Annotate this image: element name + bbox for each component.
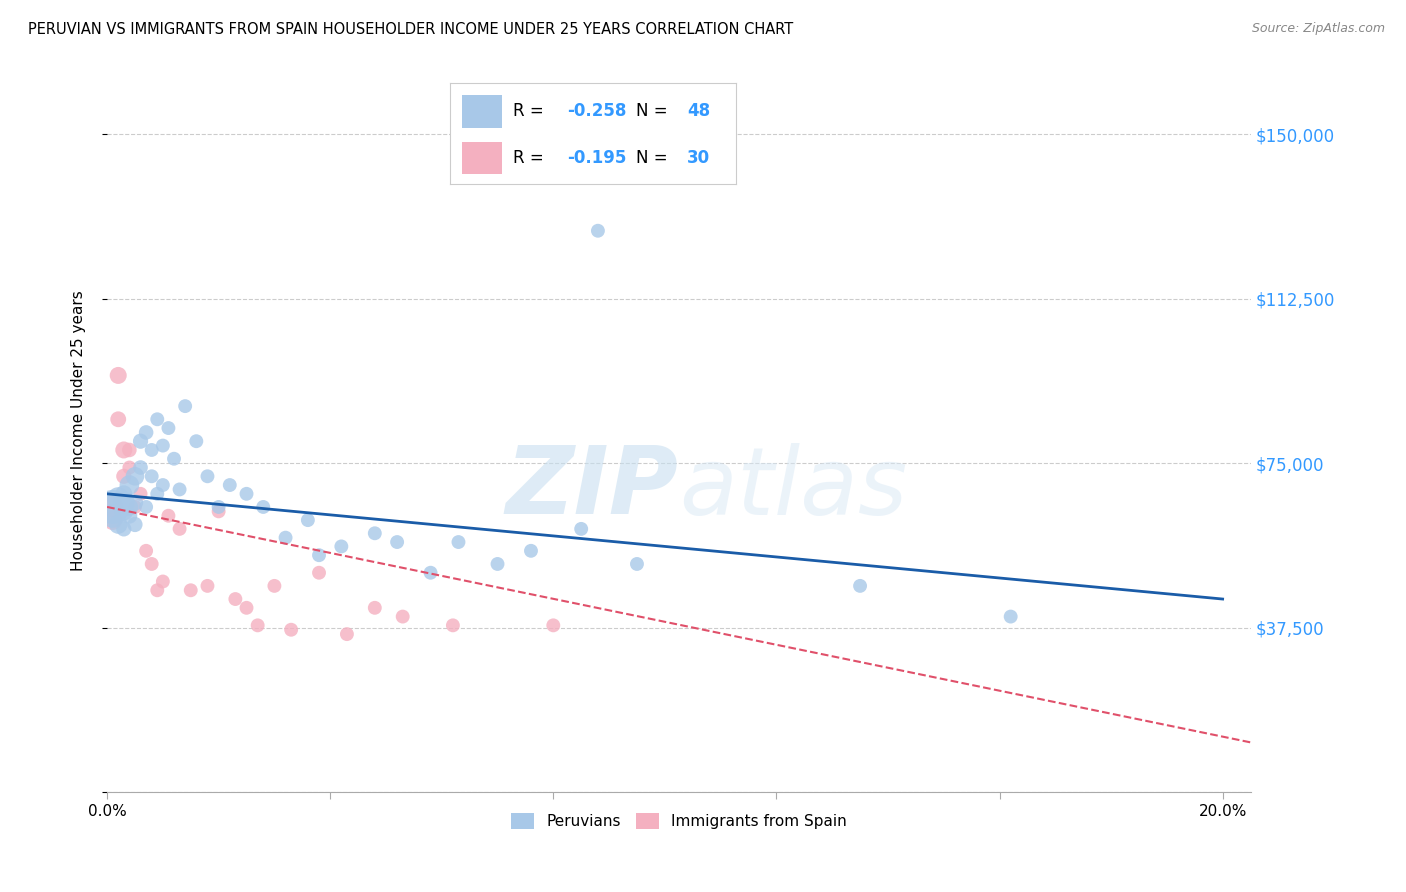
Point (157, 508, 180, 523)
Point (218, 478, 240, 492)
Point (441, 618, 464, 632)
Point (197, 469, 219, 483)
Point (118, 442, 141, 457)
Point (207, 504, 229, 518)
Point (163, 451, 186, 466)
Point (112, 504, 135, 518)
Point (152, 574, 174, 589)
Point (174, 399, 197, 413)
Point (207, 500, 229, 514)
Point (364, 600, 387, 615)
Point (364, 526, 387, 541)
Point (308, 566, 330, 580)
Point (124, 469, 146, 483)
Point (101, 508, 124, 523)
Point (586, 224, 609, 238)
Point (447, 535, 470, 549)
Point (124, 495, 146, 509)
Point (330, 540, 353, 554)
Point (157, 421, 180, 435)
Point (141, 557, 163, 571)
Point (152, 478, 174, 492)
Point (107, 412, 129, 426)
Point (135, 544, 157, 558)
Point (101, 500, 124, 514)
Point (124, 500, 146, 514)
Point (107, 491, 129, 506)
Point (112, 495, 135, 509)
Point (280, 623, 302, 637)
Point (486, 557, 509, 571)
Point (129, 434, 152, 449)
Text: PERUVIAN VS IMMIGRANTS FROM SPAIN HOUSEHOLDER INCOME UNDER 25 YEARS CORRELATION : PERUVIAN VS IMMIGRANTS FROM SPAIN HOUSEH… (28, 22, 793, 37)
Point (112, 469, 135, 483)
Point (252, 500, 274, 514)
Text: Source: ZipAtlas.com: Source: ZipAtlas.com (1251, 22, 1385, 36)
Point (263, 579, 285, 593)
Point (129, 460, 152, 475)
Point (308, 548, 330, 562)
Point (197, 579, 219, 593)
Point (274, 531, 297, 545)
Point (180, 583, 202, 598)
Point (569, 522, 592, 536)
Point (146, 412, 169, 426)
Point (135, 500, 157, 514)
Point (297, 513, 319, 527)
Point (235, 600, 257, 615)
Point (107, 368, 129, 383)
Y-axis label: Householder Income Under 25 years: Householder Income Under 25 years (72, 290, 86, 571)
Text: atlas: atlas (679, 442, 907, 533)
Point (146, 487, 169, 501)
Point (107, 517, 129, 532)
Point (246, 618, 269, 632)
Point (141, 442, 163, 457)
Point (186, 434, 208, 449)
Point (169, 522, 191, 536)
Point (626, 557, 648, 571)
Point (152, 439, 174, 453)
Point (849, 579, 872, 593)
Legend: Peruvians, Immigrants from Spain: Peruvians, Immigrants from Spain (505, 806, 853, 835)
Point (101, 513, 124, 527)
Point (118, 478, 141, 492)
Point (336, 627, 359, 641)
Point (112, 487, 135, 501)
Point (118, 508, 141, 523)
Point (391, 609, 413, 624)
Point (101, 500, 124, 514)
Point (235, 487, 257, 501)
Point (135, 425, 157, 440)
Point (146, 583, 169, 598)
Point (141, 469, 163, 483)
Point (118, 500, 141, 514)
Point (543, 618, 565, 632)
Point (129, 487, 152, 501)
Point (385, 535, 408, 549)
Point (419, 566, 441, 580)
Point (112, 442, 135, 457)
Point (224, 592, 246, 607)
Text: ZIP: ZIP (506, 442, 679, 534)
Point (520, 544, 543, 558)
Point (1000, 609, 1022, 624)
Point (124, 517, 146, 532)
Point (118, 460, 141, 475)
Point (169, 483, 191, 497)
Point (112, 522, 135, 536)
